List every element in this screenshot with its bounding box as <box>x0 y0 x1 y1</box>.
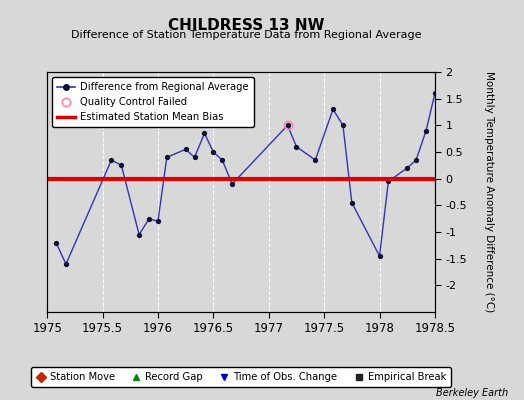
Text: CHILDRESS 13 NW: CHILDRESS 13 NW <box>168 18 324 33</box>
Y-axis label: Monthly Temperature Anomaly Difference (°C): Monthly Temperature Anomaly Difference (… <box>484 71 494 313</box>
Legend: Difference from Regional Average, Quality Control Failed, Estimated Station Mean: Difference from Regional Average, Qualit… <box>52 77 254 127</box>
Text: Difference of Station Temperature Data from Regional Average: Difference of Station Temperature Data f… <box>71 30 421 40</box>
Text: Berkeley Earth: Berkeley Earth <box>436 388 508 398</box>
Legend: Station Move, Record Gap, Time of Obs. Change, Empirical Break: Station Move, Record Gap, Time of Obs. C… <box>31 367 451 387</box>
